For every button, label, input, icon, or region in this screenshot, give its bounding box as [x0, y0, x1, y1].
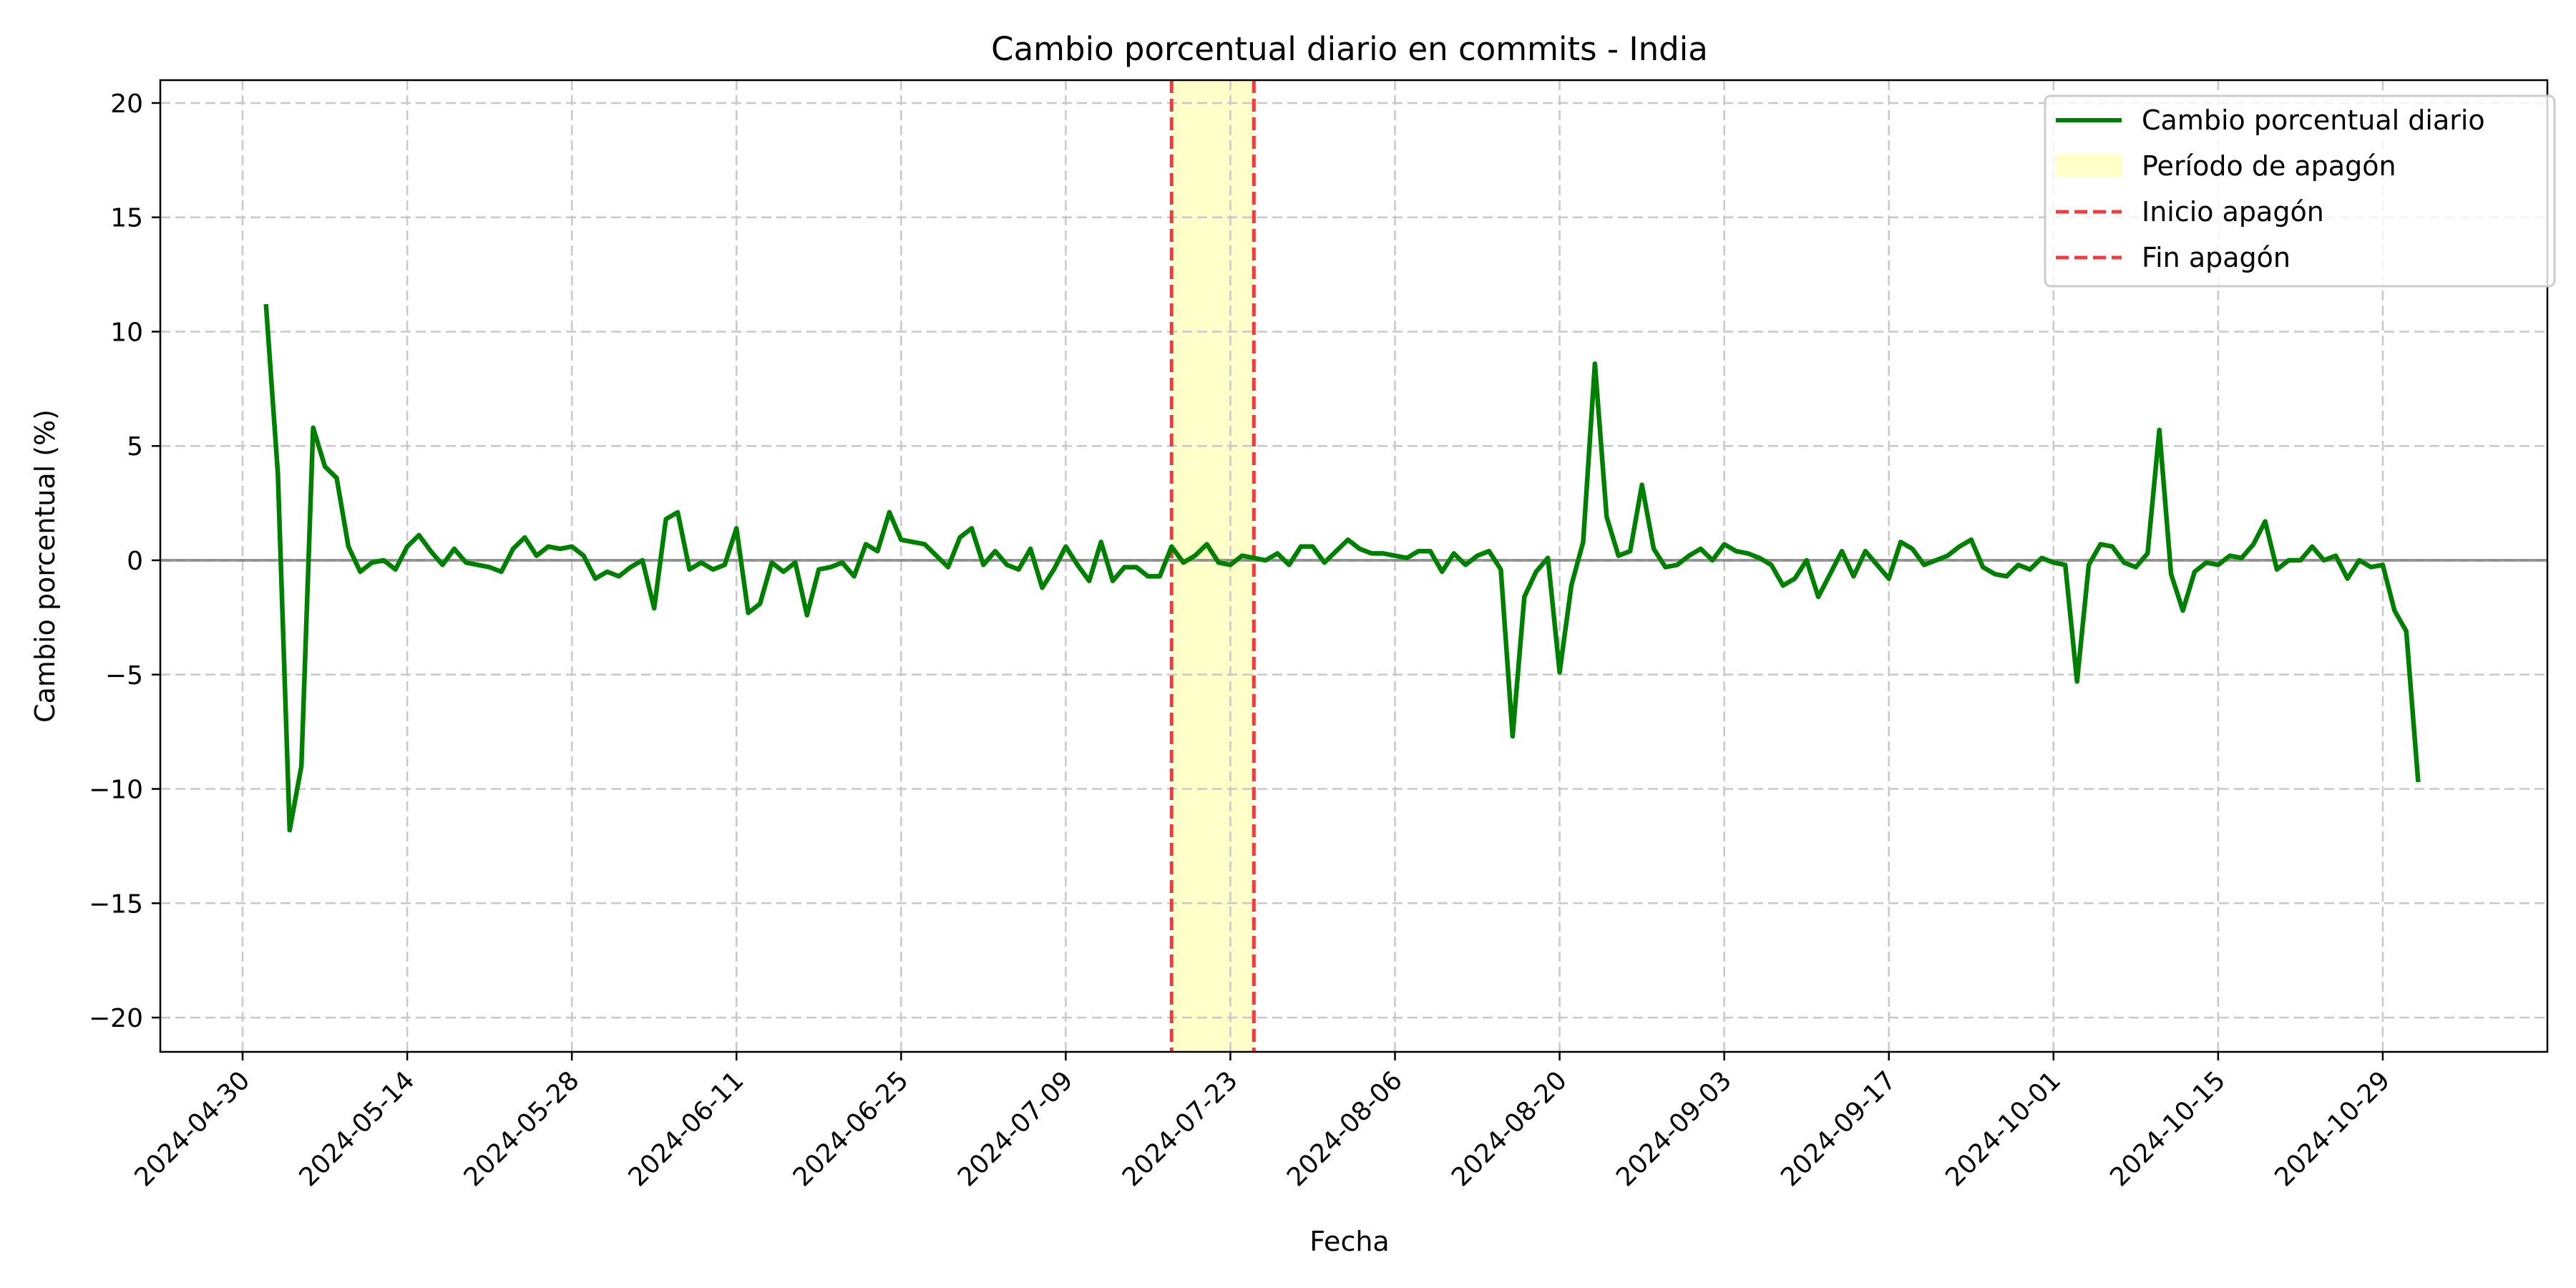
- y-tick-label: −20: [89, 1004, 143, 1033]
- x-tick-label: 2024-07-23: [1117, 1065, 1244, 1192]
- chart-title: Cambio porcentual diario en commits - In…: [991, 30, 1708, 68]
- legend-label-blackout-start: Inicio apagón: [2142, 196, 2324, 228]
- blackout-layer: [1171, 80, 1254, 1052]
- x-tick-label: 2024-09-03: [1611, 1065, 1737, 1192]
- y-tick-label: 15: [110, 204, 143, 233]
- x-tick-label: 2024-05-28: [459, 1065, 585, 1192]
- y-tick-label: 5: [127, 432, 143, 462]
- x-tick-label: 2024-09-17: [1775, 1065, 1902, 1192]
- y-tick-label: 20: [110, 89, 143, 119]
- y-tick-label: 0: [127, 547, 143, 576]
- y-tick-label: −15: [89, 889, 143, 919]
- blackout-lines-layer: [1169, 80, 1256, 1052]
- y-tick-label: 10: [110, 318, 143, 347]
- x-tick-label: 2024-08-20: [1446, 1065, 1573, 1192]
- legend-swatch-blackout: [2056, 155, 2122, 177]
- legend-box: [2044, 94, 2556, 288]
- x-tick-label: 2024-10-15: [2104, 1065, 2231, 1192]
- plot-border: [159, 79, 2549, 1053]
- blackout-span: [1171, 80, 1254, 1052]
- y-tick-label: −10: [89, 776, 143, 805]
- x-tick-label: 2024-06-11: [623, 1065, 750, 1192]
- legend-label-blackout: Período de apagón: [2142, 150, 2396, 182]
- x-tick-label: 2024-10-29: [2269, 1065, 2396, 1192]
- x-tick-label: 2024-07-09: [952, 1065, 1079, 1192]
- x-tick-label: 2024-06-25: [788, 1065, 914, 1192]
- x-tick-label: 2024-05-14: [294, 1065, 421, 1192]
- x-tick-label: 2024-04-30: [129, 1065, 255, 1192]
- legend-label-series: Cambio porcentual diario: [2142, 104, 2485, 136]
- series-line: [263, 303, 2421, 833]
- legend: Cambio porcentual diario Período de apag…: [2044, 94, 2556, 288]
- legend-label-blackout-end: Fin apagón: [2142, 242, 2290, 273]
- x-axis-label: Fecha: [1309, 1226, 1389, 1257]
- plot-frame: [159, 79, 2549, 1053]
- series-layer: [263, 303, 2421, 833]
- x-tick-label: 2024-08-06: [1282, 1065, 1408, 1192]
- x-tick-label: 2024-10-01: [1940, 1065, 2067, 1192]
- y-tick-label: −5: [105, 661, 143, 691]
- y-axis-label: Cambio porcentual (%): [29, 409, 61, 723]
